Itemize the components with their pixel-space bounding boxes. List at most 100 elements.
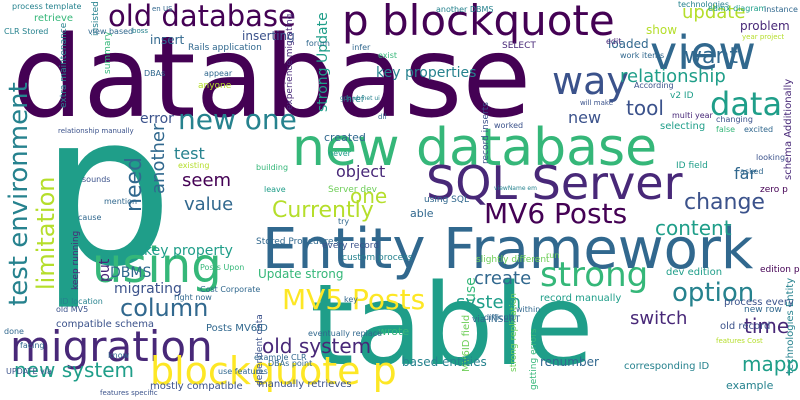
- word-object: object: [336, 162, 386, 181]
- word-view-based: view based: [88, 27, 134, 36]
- word-difficult: difficult: [484, 313, 514, 322]
- word-limitation: limitation: [32, 176, 60, 290]
- word-inserting: inserting: [242, 29, 295, 43]
- word-mv6-posts: MV6 Posts: [484, 197, 628, 230]
- word-created: created: [324, 131, 366, 144]
- word-rails-application: Rails application: [188, 43, 262, 53]
- word-switch: switch: [630, 308, 688, 329]
- word-dev-edition: dev edition: [666, 267, 723, 278]
- word-infer: infer: [352, 43, 371, 52]
- word-using: using: [92, 238, 222, 294]
- word-never: never: [328, 149, 351, 158]
- word-multi-year: multi year: [672, 111, 713, 120]
- word-example: example: [726, 379, 774, 392]
- word-mostly-compatible: mostly compatible: [150, 381, 243, 392]
- word-summary: summary: [103, 31, 113, 74]
- word-key: key: [344, 295, 359, 304]
- word-zero-p: zero p: [760, 185, 788, 195]
- word-record-manually: record manually: [540, 293, 622, 304]
- word-view: view: [650, 26, 756, 80]
- word-process-every: process every: [724, 297, 794, 308]
- word-edit: edit: [606, 37, 622, 46]
- word-id-location: ID location: [60, 297, 103, 306]
- word-slightly-different: slightly different: [476, 255, 550, 265]
- word-strong: strong: [540, 255, 649, 295]
- word-building: building: [256, 163, 289, 172]
- word-instance: instance: [764, 5, 798, 14]
- word-dll: dll: [378, 113, 387, 121]
- word-posts-mv6id: Posts MV6ID: [206, 323, 268, 334]
- word-existing: existing: [178, 161, 210, 170]
- word-via-insert: via INSERT: [472, 315, 521, 325]
- word-getting-errors: getting errors: [529, 328, 539, 390]
- word-problem: problem: [740, 19, 790, 33]
- word-know: know: [108, 351, 130, 360]
- word-wrote: wrote: [378, 325, 410, 338]
- word-way: way: [552, 59, 629, 103]
- word-mapped: mapped: [742, 352, 800, 376]
- word-posts-upon: Posts Upon: [200, 263, 245, 272]
- word-example-clr: example CLR: [254, 353, 307, 362]
- word-excited: excited: [744, 125, 774, 134]
- word-old-record: old record: [720, 321, 771, 332]
- word-renumber: renumber: [540, 355, 599, 369]
- word-id-field: ID field: [676, 161, 708, 171]
- word-sql-server: SQL Server: [426, 156, 683, 210]
- word-v2-id: v2 ID: [670, 91, 694, 101]
- word-far: far: [734, 164, 757, 183]
- word-p-blockquote: p blockquote: [342, 0, 615, 45]
- word-eventually-replace: eventually replace: [308, 329, 383, 338]
- word-old-mv5: old MV5: [56, 305, 89, 314]
- word-test: test: [174, 144, 205, 163]
- word-manually-retrieves: manually retrieves: [258, 379, 352, 390]
- word-year-project: year project: [742, 33, 785, 41]
- word-server-dev: Server dev: [328, 185, 377, 195]
- word-try: try: [338, 217, 350, 226]
- word-tool: tool: [626, 96, 664, 120]
- word-edition-p: edition p: [760, 265, 800, 275]
- word-mv5-posts: MV5 Posts: [282, 283, 426, 316]
- word-schema-additionally: schema Additionally: [783, 78, 794, 180]
- word-retrieve: retrieve: [34, 13, 74, 24]
- word-key-property: key property: [144, 243, 233, 259]
- word-one: one: [350, 184, 388, 208]
- word-right-now: right now: [174, 293, 212, 302]
- word-use-features: use features: [218, 367, 268, 376]
- word-new-one: new one: [178, 103, 297, 136]
- word-new-row: new row: [744, 305, 782, 315]
- word-mention: mention: [104, 197, 138, 206]
- word-edmx-diagram: edmx diagram: [708, 4, 767, 13]
- word-want: want: [684, 44, 739, 69]
- word-every-record: every record: [322, 241, 380, 251]
- word-based-entities: based entities: [402, 355, 487, 369]
- word-currently: Currently: [272, 198, 374, 223]
- word-compatible-schema: compatible schema: [56, 319, 155, 330]
- word-leave: leave: [264, 185, 286, 194]
- word-insert: insert: [150, 33, 185, 47]
- word-able: able: [410, 207, 434, 220]
- word-using-sql: using SQL: [424, 195, 469, 205]
- word-loaded: loaded: [608, 37, 649, 51]
- word-keep-running: keep running: [71, 230, 81, 290]
- word-strong-update: strong Update: [315, 12, 331, 112]
- word-worked: worked: [494, 121, 524, 130]
- word-dbms: DBMS: [110, 265, 152, 281]
- word-appear: appear: [204, 69, 233, 78]
- word-data: data: [710, 85, 783, 123]
- word-boss: boss: [132, 27, 149, 35]
- word-another: another: [148, 123, 169, 194]
- word-create: create: [474, 268, 532, 289]
- word-update: update: [682, 2, 746, 23]
- word-old-system: old system: [262, 334, 372, 358]
- word-work-items: work items: [620, 51, 665, 60]
- word-p: p: [40, 68, 174, 313]
- word-column: column: [120, 294, 209, 322]
- word-system: system: [456, 292, 522, 313]
- word-stored-procedures: Stored Procedures: [256, 237, 339, 247]
- word-corresponding-id: corresponding ID: [624, 361, 710, 372]
- word-false: false: [716, 125, 736, 134]
- word-update-strong: Update strong: [258, 267, 344, 281]
- word-another-dbms: another DBMS: [436, 5, 494, 14]
- word-run: run: [546, 251, 560, 260]
